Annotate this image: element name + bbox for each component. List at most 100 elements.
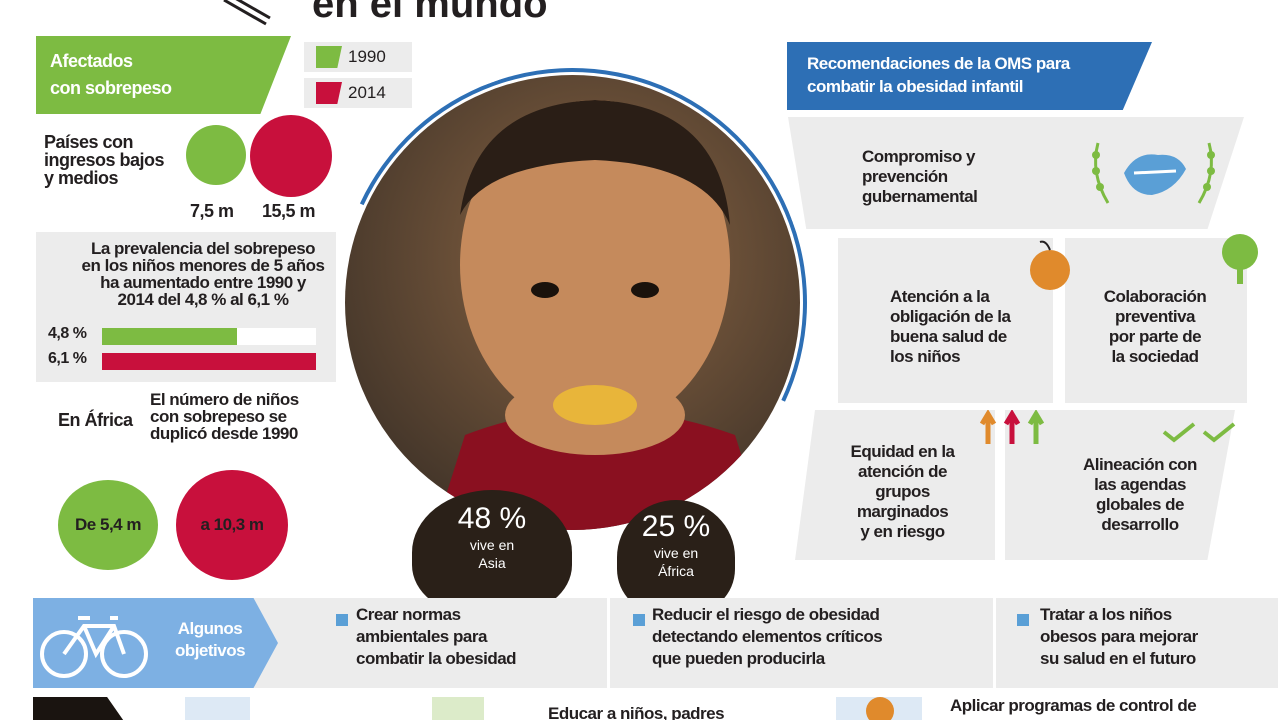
objectives-label-line2: objetivos <box>174 641 246 660</box>
rec3-line4: la sociedad <box>1111 347 1199 366</box>
objective-1: Crear normas ambientales para combatir l… <box>356 604 596 670</box>
rec3-line3: por parte de <box>1108 327 1202 346</box>
recommendation-1: Compromiso y prevención gubernamental <box>862 147 1062 207</box>
countries-label: Países con ingresos bajos y medios <box>44 133 184 187</box>
rec4-line1: Equidad en la <box>850 442 955 461</box>
legend-year-2014: 2014 <box>348 83 386 102</box>
stat-asia-line2: Asia <box>478 555 506 571</box>
africa-text-line2: con sobrepeso se <box>150 407 287 426</box>
africa-text: El número de niños con sobrepeso se dupl… <box>150 391 330 442</box>
recommendation-5: Alineación con las agendas globales de d… <box>1060 455 1220 535</box>
obj2-line2: detectando elementos críticos <box>652 627 883 646</box>
legend-year-1990: 1990 <box>348 47 386 66</box>
orange-icon <box>1030 240 1070 290</box>
africa-from-value: De 5,4 m <box>75 515 141 534</box>
rec1-line1: Compromiso y <box>862 147 976 166</box>
obj1-line3: combatir la obesidad <box>356 649 517 668</box>
obj2-line1: Reducir el riesgo de obesidad <box>652 605 880 624</box>
legend-1990: 1990 <box>304 42 412 72</box>
tree-icon <box>1222 234 1258 284</box>
oms-banner-line1: Recomendaciones de la OMS para <box>807 54 1070 73</box>
obj1-line1: Crear normas <box>356 605 461 624</box>
recommendation-3: Colaboración preventiva por parte de la … <box>1090 287 1220 367</box>
africa-text-line1: El número de niños <box>150 390 299 409</box>
orange-dot-icon <box>866 697 894 720</box>
bottom-dark-tab <box>33 697 128 720</box>
rec5-line2: las agendas <box>1094 475 1186 494</box>
objective-divider-2 <box>993 598 996 688</box>
rec3-line2: preventiva <box>1114 307 1196 326</box>
africa-1990-circle: De 5,4 m <box>58 480 158 570</box>
objective-2: Reducir el riesgo de obesidad detectando… <box>652 604 952 670</box>
obj3-line2: obesos para mejorar <box>1040 627 1198 646</box>
value-2014: 15,5 m <box>262 201 316 221</box>
objective-bullet-3 <box>1017 614 1029 626</box>
arrows-icon <box>980 410 1044 444</box>
africa-label: En África <box>58 410 133 430</box>
oms-banner-line2: combatir la obesidad infantil <box>807 77 1023 96</box>
rec-panel-3 <box>1065 238 1247 403</box>
stat-asia-pct: 48 % <box>457 502 527 535</box>
stat-africa-pct: 25 % <box>641 510 711 543</box>
objective-divider-1 <box>607 598 610 688</box>
bar-fill-2014 <box>102 353 316 370</box>
affected-banner-line1: Afectados <box>50 51 133 71</box>
objectives-label: Algunos objetivos <box>160 618 260 662</box>
objective-3: Tratar a los niños obesos para mejorar s… <box>1040 604 1270 670</box>
value-1990: 7,5 m <box>190 201 234 221</box>
rec4-line2: atención de <box>858 462 947 481</box>
bar-fill-1990 <box>102 328 237 345</box>
prevalence-line2: en los niños menores de 5 años <box>81 256 325 275</box>
bicycle-icon <box>40 616 148 678</box>
checkmarks-icon <box>1162 422 1236 443</box>
obj3-line3: su salud en el futuro <box>1040 649 1196 668</box>
pencil-icon <box>223 0 271 26</box>
handshake-icon <box>1092 142 1215 204</box>
page-title: en el mundo <box>312 0 548 26</box>
rec5-line4: desarrollo <box>1101 515 1179 534</box>
bottom-green-block <box>432 697 484 720</box>
rec1-line3: gubernamental <box>862 187 978 206</box>
objective-bullet-2 <box>633 614 645 626</box>
bar-label-1990: 4,8 % <box>48 325 87 342</box>
countries-label-line1: Países con <box>44 132 134 152</box>
recommendation-4: Equidad en la atención de grupos margina… <box>815 442 990 542</box>
objective-bullet-1 <box>336 614 348 626</box>
rec-panel-5 <box>1005 410 1235 560</box>
prevalence-line3: ha aumentado entre 1990 y <box>100 273 306 292</box>
bottom-text-1: Educar a niños, padres <box>548 704 725 720</box>
rec3-line1: Colaboración <box>1103 287 1207 306</box>
africa-to-value: a 10,3 m <box>200 515 264 534</box>
bar-label-2014: 6,1 % <box>48 350 87 367</box>
africa-text-line3: duplicó desde 1990 <box>150 424 298 443</box>
africa-2014-circle: a 10,3 m <box>176 470 288 580</box>
bottom-text-2: Aplicar programas de control de <box>950 696 1197 715</box>
obj3-line1: Tratar a los niños <box>1040 605 1172 624</box>
prevalence-text: La prevalencia del sobrepeso en los niño… <box>58 240 348 308</box>
stat-africa-line2: África <box>658 563 694 579</box>
circle-1990 <box>186 125 246 185</box>
obj1-line2: ambientales para <box>356 627 487 646</box>
countries-label-line3: y medios <box>44 168 119 188</box>
stat-asia-line1: vive en <box>469 537 515 553</box>
legend-swatch-2014 <box>316 82 342 104</box>
rec2-line3: buena salud de <box>890 327 1007 346</box>
prevalence-line1: La prevalencia del sobrepeso <box>90 239 316 258</box>
bottom-blue-block <box>185 697 250 720</box>
stat-africa: 25 % vive en África <box>617 500 735 615</box>
rec4-line5: y en riesgo <box>860 522 945 541</box>
legend-swatch-1990 <box>316 46 342 68</box>
rec4-line4: marginados <box>856 502 949 521</box>
rec1-line2: prevención <box>862 167 948 186</box>
rec-panel-4 <box>795 410 995 560</box>
objectives-label-line1: Algunos <box>177 619 243 638</box>
rec4-line3: grupos <box>875 482 930 501</box>
affected-banner: Afectados con sobrepeso <box>36 36 291 114</box>
oms-banner: Recomendaciones de la OMS para combatir … <box>787 42 1152 110</box>
rec2-line2: obligación de la <box>890 307 1011 326</box>
rec2-line4: los niños <box>890 347 961 366</box>
legend-2014: 2014 <box>304 78 412 108</box>
circle-2014 <box>250 115 332 197</box>
prevalence-line4: 2014 del 4,8 % al 6,1 % <box>117 290 289 309</box>
stat-asia: 48 % vive en Asia <box>412 490 572 615</box>
